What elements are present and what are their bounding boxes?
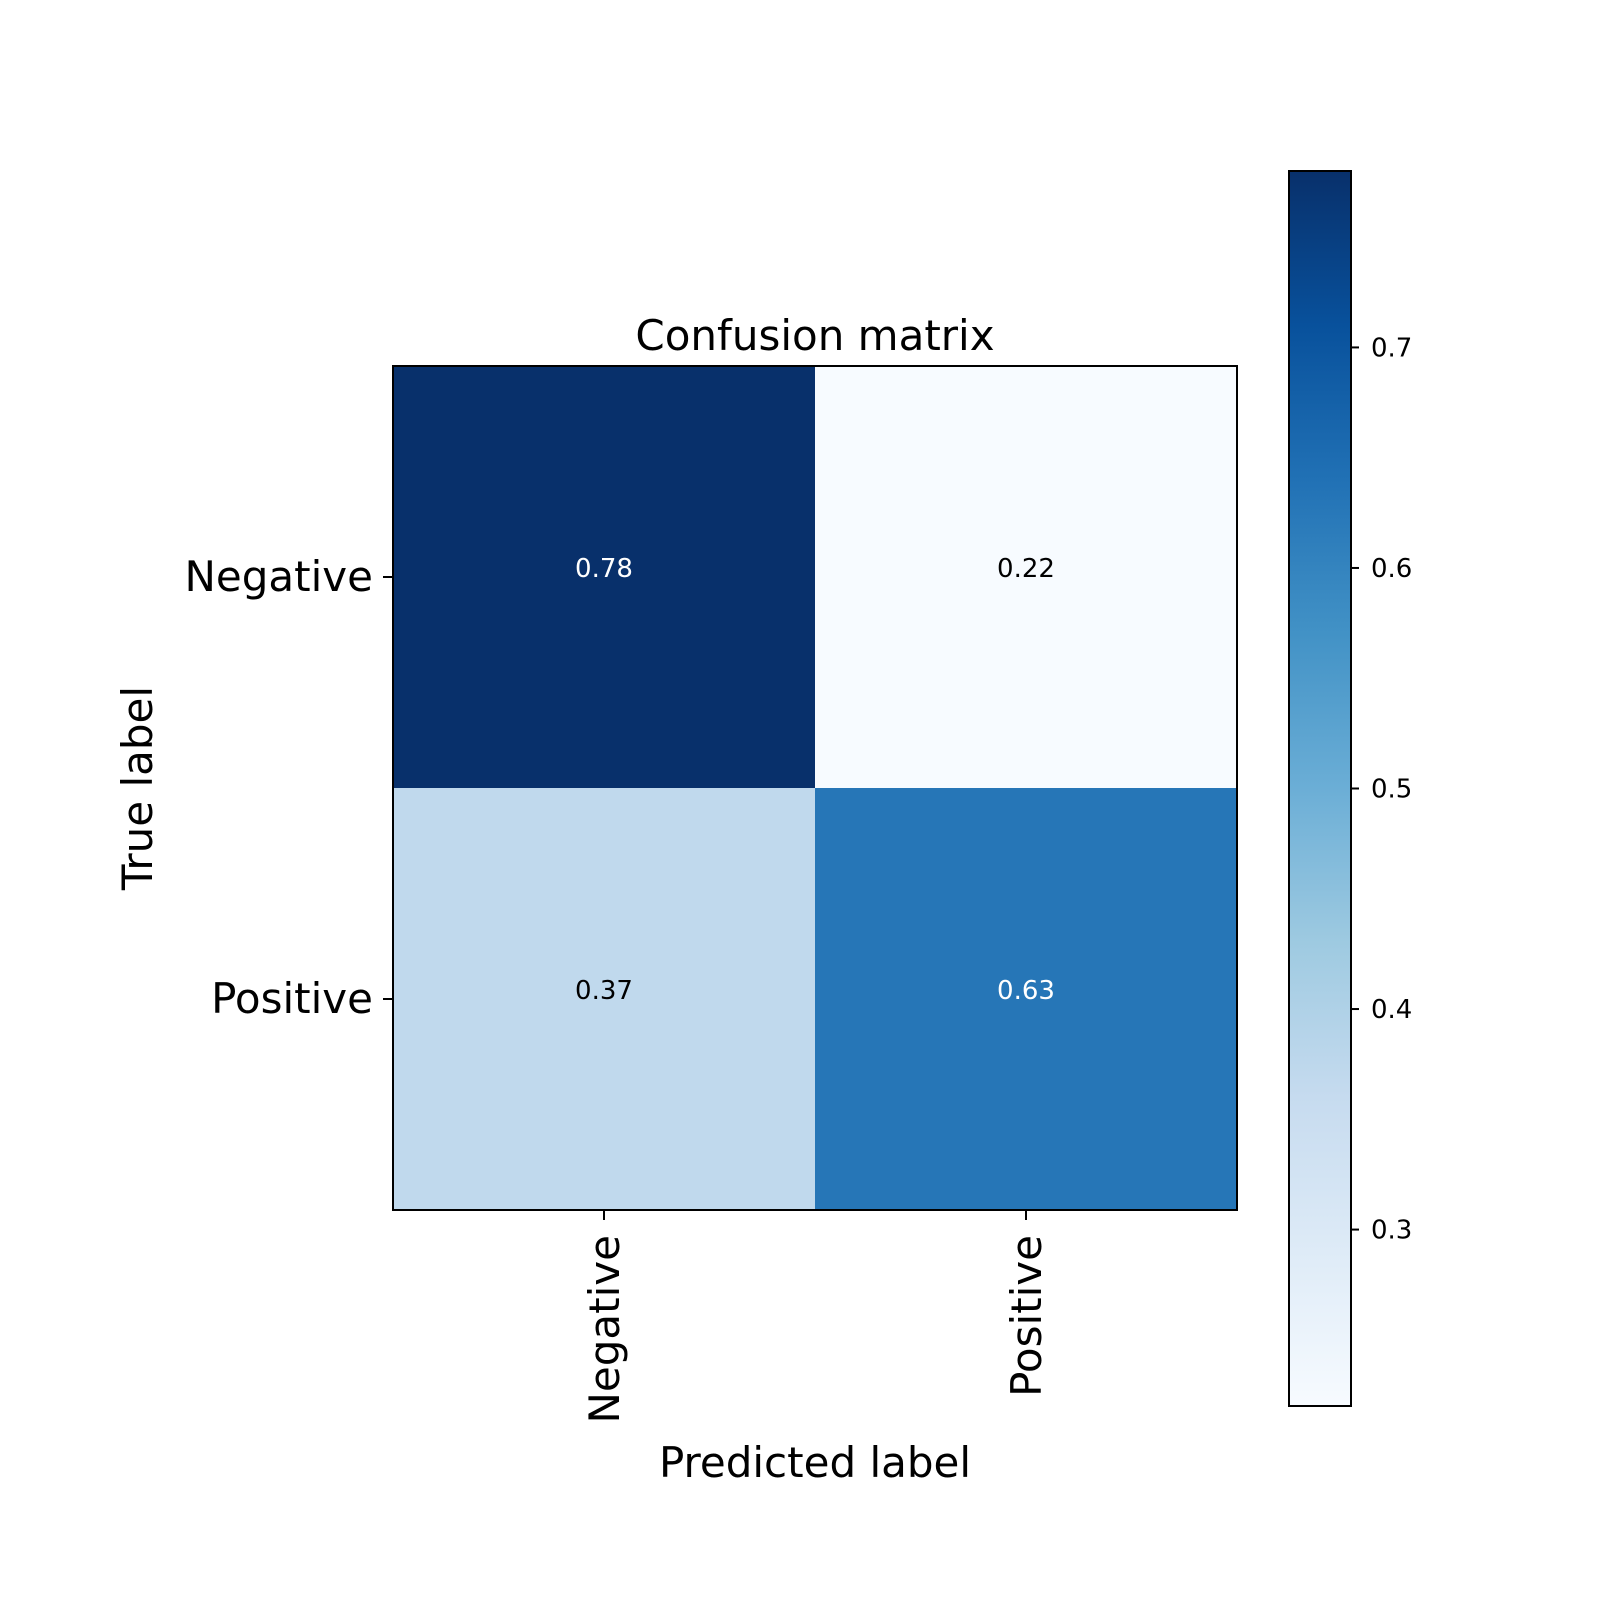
chart-title: Confusion matrix: [635, 311, 994, 360]
heatmap-cell-r1-c0: [393, 788, 816, 1211]
colorbar-tick-label-0: 0.3: [1371, 1216, 1412, 1246]
colorbar-ticks: 0.3 0.4 0.5 0.6 0.7: [1351, 333, 1412, 1246]
heatmap-cell-r0-c1: [815, 366, 1238, 789]
colorbar-tick-label-3: 0.6: [1371, 554, 1412, 584]
colorbar-gradient: [1289, 171, 1351, 1406]
heatmap-cells: [393, 366, 1238, 1211]
y-tick-label-0: Negative: [185, 552, 374, 601]
colorbar-tick-label-2: 0.5: [1371, 775, 1412, 805]
heatmap-cell-r0-c0: [393, 366, 816, 789]
x-tick-label-1: Positive: [1002, 1235, 1051, 1397]
cell-value-label-r1-c0: 0.37: [575, 976, 633, 1006]
x-axis-ticks: Negative Positive: [580, 1210, 1051, 1424]
heatmap-cell-r1-c1: [815, 788, 1238, 1211]
plot-frame: [392, 365, 1238, 1211]
cell-value-label-r1-c1: 0.63: [997, 976, 1055, 1006]
y-axis-label: True label: [113, 686, 162, 891]
x-tick-label-0: Negative: [580, 1235, 629, 1424]
x-axis-label: Predicted label: [659, 1438, 971, 1487]
heatmap-cell-labels: 0.78 0.22 0.37 0.63: [575, 554, 1055, 1006]
cell-value-label-r0-c1: 0.22: [997, 554, 1055, 584]
colorbar-tick-label-4: 0.7: [1371, 333, 1412, 363]
colorbar-tick-label-1: 0.4: [1371, 995, 1412, 1025]
y-tick-label-1: Positive: [211, 974, 373, 1023]
y-axis-ticks: Negative Positive: [185, 552, 393, 1023]
cell-value-label-r0-c0: 0.78: [575, 554, 633, 584]
